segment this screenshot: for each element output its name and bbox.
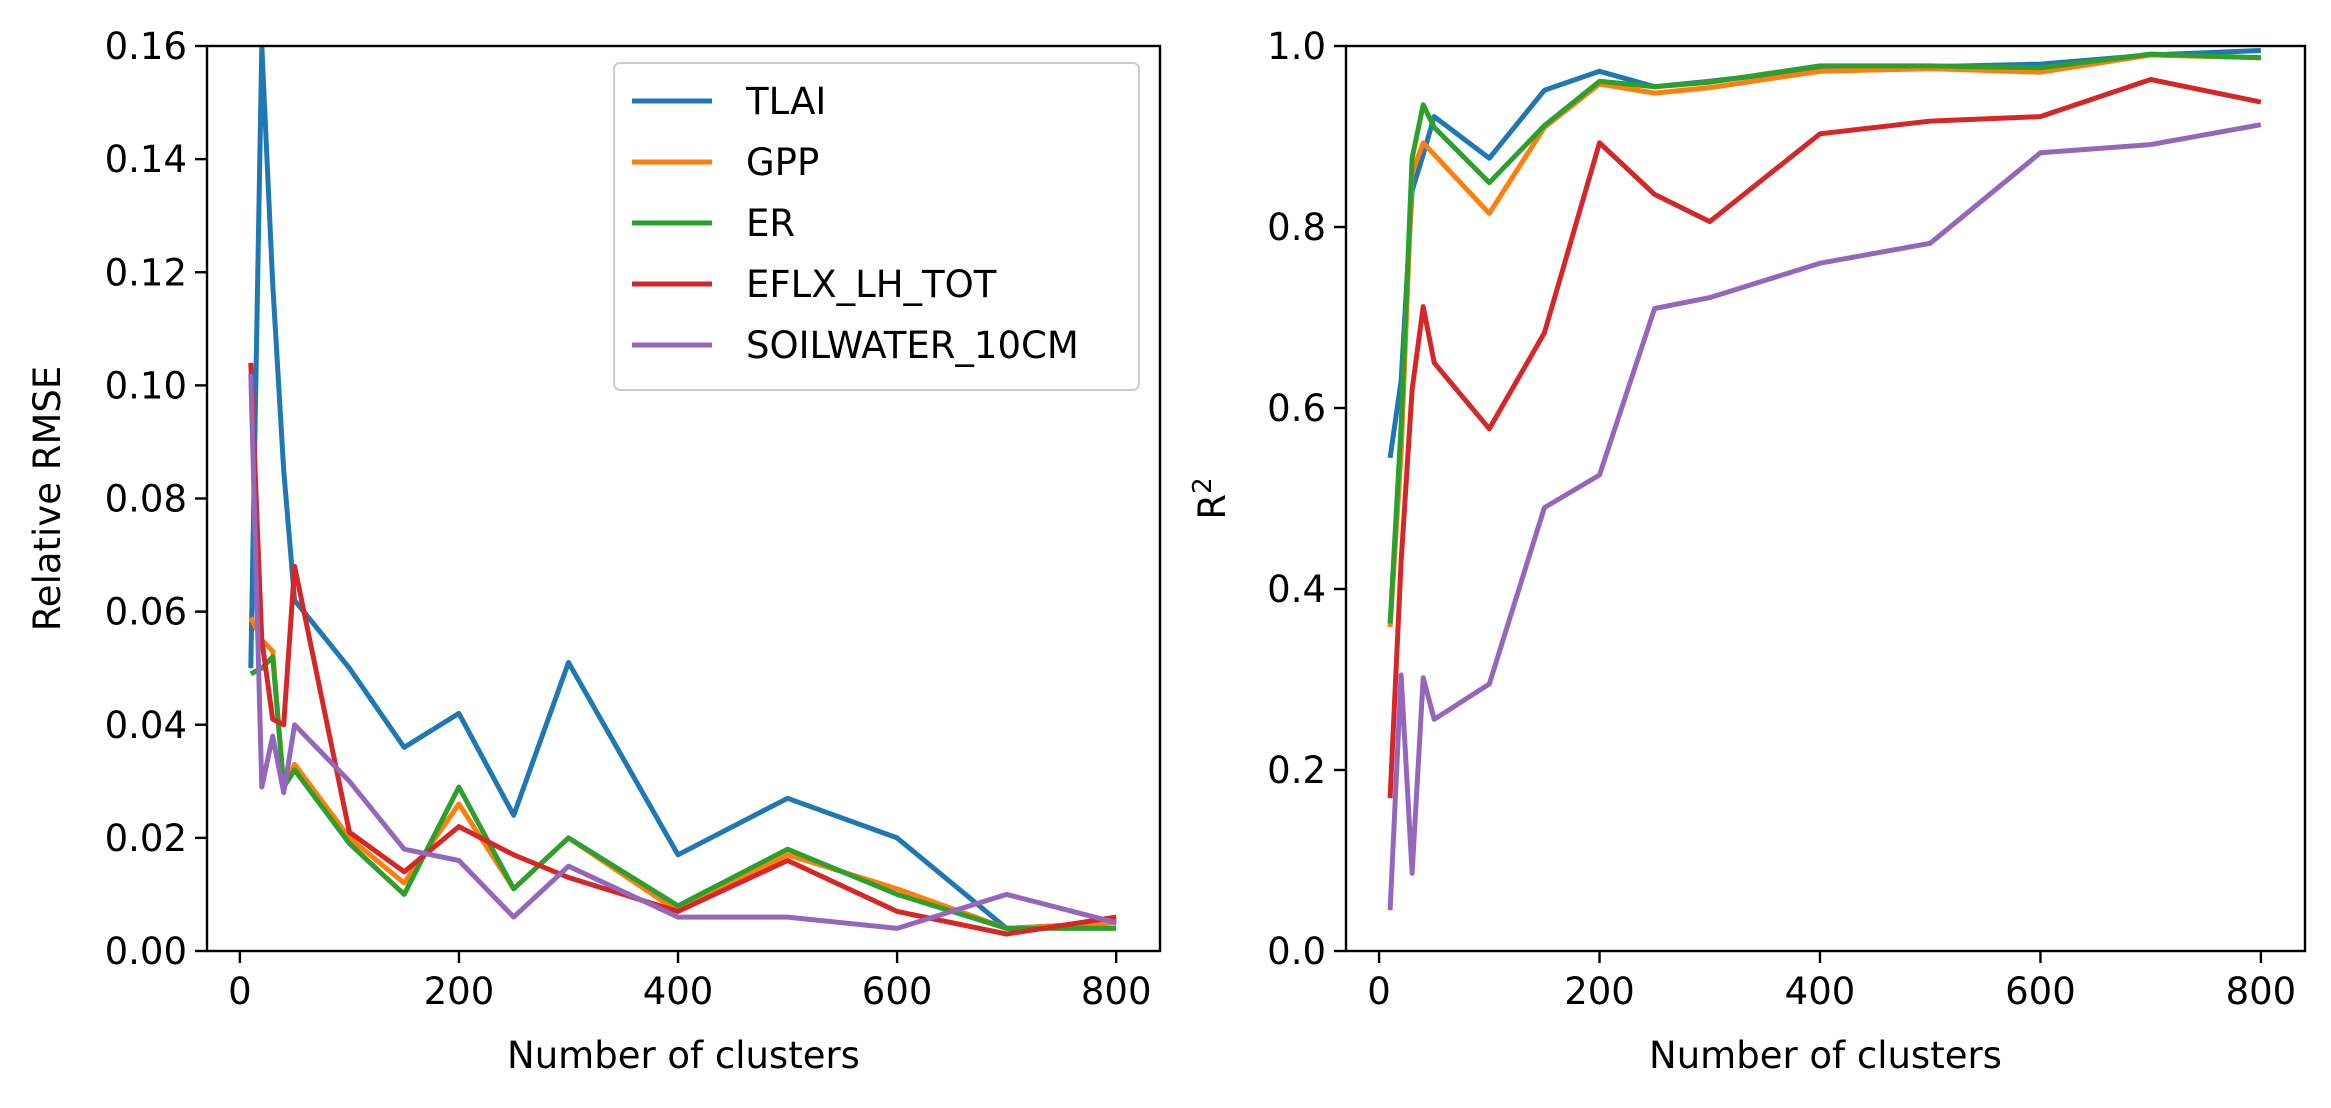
series-line-tlai xyxy=(1387,48,2262,459)
y-tick-label: 0.16 xyxy=(105,25,187,68)
axes-frame xyxy=(1344,44,2307,953)
x-axis-label: Number of clusters xyxy=(1649,1034,2002,1077)
y-tick-label: 0.00 xyxy=(105,930,187,973)
y-tick-label: 0.08 xyxy=(105,478,187,521)
x-tick-label: 0 xyxy=(1367,970,1391,1013)
y-tick-label: 0.2 xyxy=(1267,749,1326,792)
legend: TLAI GPP ER EFLX_LH_TOT SOILWATER_10CM xyxy=(613,62,1140,391)
legend-label: SOILWATER_10CM xyxy=(746,324,1079,367)
y-tick-label: 0.10 xyxy=(105,364,187,407)
y-axis-label: Relative RMSE xyxy=(26,366,69,631)
y-axis-label: R2 xyxy=(1188,477,1234,519)
legend-label: TLAI xyxy=(745,80,826,123)
legend-label: GPP xyxy=(746,141,819,184)
series-line-gpp xyxy=(1387,52,2261,628)
plot-area xyxy=(248,46,1117,937)
x-tick-label: 200 xyxy=(1564,970,1635,1013)
r2-panel: 0 200 400 600 800 0.0 0.2 0.4 0.6 0.8 1.0 Number of… xyxy=(1188,25,2307,1077)
x-tick-label: 800 xyxy=(1081,970,1152,1013)
x-tick-label: 600 xyxy=(2005,970,2076,1013)
series-line-tlai xyxy=(248,46,1117,931)
y-tick-label: 0.8 xyxy=(1267,206,1326,249)
y-tick-label: 0.4 xyxy=(1267,568,1326,611)
y-tick-label: 0.06 xyxy=(105,591,187,634)
y-tick-label: 0.04 xyxy=(105,704,187,747)
series-line-gpp xyxy=(248,616,1117,931)
x-tick-label: 200 xyxy=(424,970,495,1013)
rmse-panel: 0 200 400 600 800 0.00 0.02 0.04 0.06 0.08 0.10 0.1… xyxy=(26,25,1162,1077)
series-line-eflx-lh-tot xyxy=(248,362,1117,937)
legend-label: EFLX_LH_TOT xyxy=(746,263,997,306)
x-tick-label: 0 xyxy=(228,970,252,1013)
series-line-soilwater-10cm xyxy=(1387,122,2262,911)
x-tick-label: 400 xyxy=(643,970,714,1013)
y-tick-label: 0.0 xyxy=(1267,930,1326,973)
x-tick-label: 400 xyxy=(1785,970,1856,1013)
y-tick-label: 0.02 xyxy=(105,817,187,860)
x-tick-label: 600 xyxy=(862,970,933,1013)
x-axis-label: Number of clusters xyxy=(507,1034,860,1077)
series-line-er xyxy=(249,654,1117,931)
series-line-eflx-lh-tot xyxy=(1387,77,2262,799)
plot-area xyxy=(1387,48,2262,911)
legend-label: ER xyxy=(746,202,795,245)
y-tick-label: 0.12 xyxy=(105,251,187,294)
series-line-soilwater-10cm xyxy=(248,374,1117,931)
y-tick-label: 1.0 xyxy=(1267,25,1326,68)
x-tick-label: 800 xyxy=(2226,970,2297,1013)
y-tick-label: 0.14 xyxy=(105,138,187,181)
series-line-er xyxy=(1387,51,2261,624)
y-tick-label: 0.6 xyxy=(1267,387,1326,430)
